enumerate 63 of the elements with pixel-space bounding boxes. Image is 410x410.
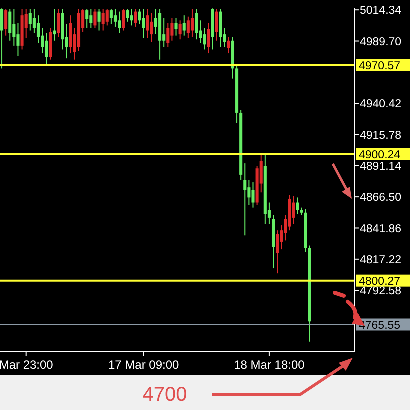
candlestick xyxy=(182,15,186,36)
candlestick xyxy=(207,22,210,54)
candlestick xyxy=(178,20,182,40)
candlestick xyxy=(276,230,280,274)
candlestick xyxy=(8,8,12,42)
candlestick xyxy=(4,8,8,36)
x-tick-label: 18 Mar 18:00 xyxy=(234,358,306,372)
y-tick-label: 4891.14 xyxy=(360,160,402,173)
candlestick xyxy=(244,163,247,236)
candlestick xyxy=(227,36,230,54)
candlestick xyxy=(146,8,150,39)
y-tick-label: 4940.42 xyxy=(360,98,402,111)
candlestick xyxy=(170,18,174,42)
y-tick-label: 4866.50 xyxy=(360,192,402,204)
candlestick xyxy=(248,180,251,206)
candlestick xyxy=(142,8,146,39)
text: 4700 xyxy=(142,384,188,406)
candlestick xyxy=(150,12,154,43)
candlestick xyxy=(45,32,48,67)
y-tick-label: 4792.58 xyxy=(360,286,402,298)
ref-line-label: 4765.55 xyxy=(359,320,401,332)
candlestick xyxy=(122,8,126,32)
candlestick xyxy=(16,22,20,57)
y-tick-label: 4989.70 xyxy=(360,36,402,48)
y-tick-label: 4841.86 xyxy=(360,223,402,236)
candlestick xyxy=(134,8,138,28)
candlestick xyxy=(203,28,206,50)
candlestick xyxy=(118,11,122,34)
candlestick xyxy=(110,8,113,25)
candlestick xyxy=(296,197,300,215)
candlestick xyxy=(0,8,4,70)
y-tick-label: 4915.78 xyxy=(360,130,402,142)
candlestick xyxy=(12,8,16,46)
candlestick xyxy=(57,8,60,38)
candlestick xyxy=(190,8,194,38)
candlestick xyxy=(114,8,117,28)
candlestick xyxy=(90,8,93,29)
candlestick xyxy=(126,8,130,22)
candlestick xyxy=(36,15,40,44)
candlestick xyxy=(195,8,198,40)
candlestick xyxy=(106,8,109,26)
candlestick xyxy=(174,18,178,36)
candlestick xyxy=(102,8,105,32)
ref-line-label: 4900.24 xyxy=(359,149,402,162)
candlestick xyxy=(292,196,296,225)
candlestick xyxy=(138,8,142,25)
candlestick xyxy=(53,8,56,42)
y-tick-label: 4817.22 xyxy=(360,254,402,266)
candlestick xyxy=(98,8,101,32)
x-tick-label: Mar 23:00 xyxy=(0,358,54,372)
y-tick-label: 5014.34 xyxy=(360,5,402,18)
ref-line-label: 4800.27 xyxy=(359,276,401,288)
candlestick xyxy=(252,182,255,208)
ref-line-label: 4970.57 xyxy=(359,60,401,72)
candlestick xyxy=(130,8,134,26)
candlestick xyxy=(166,22,170,48)
candlestick xyxy=(86,8,89,29)
candlestick xyxy=(215,8,218,42)
candlestick xyxy=(32,8,36,34)
candlestick xyxy=(28,8,32,32)
x-tick-label: 17 Mar 09:00 xyxy=(108,358,180,372)
candlestick xyxy=(94,8,97,29)
candlestick xyxy=(186,16,190,39)
